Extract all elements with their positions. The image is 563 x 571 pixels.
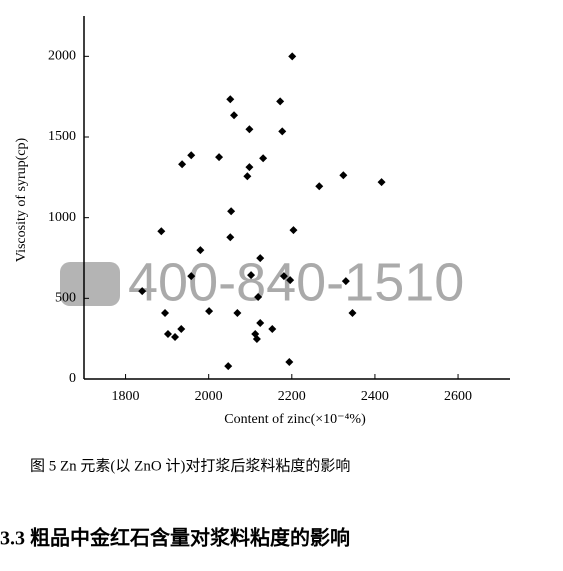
y-tick-label: 0 bbox=[69, 371, 76, 386]
point bbox=[233, 309, 242, 318]
point bbox=[288, 52, 297, 61]
point bbox=[276, 97, 285, 106]
point bbox=[226, 95, 235, 104]
point bbox=[205, 307, 214, 316]
point bbox=[256, 319, 265, 328]
point bbox=[348, 309, 357, 318]
point bbox=[187, 272, 196, 281]
y-tick-label: 1000 bbox=[48, 210, 76, 225]
x-tick-label: 2000 bbox=[195, 389, 223, 404]
point bbox=[187, 151, 196, 160]
point bbox=[278, 127, 287, 136]
point bbox=[161, 309, 170, 318]
watermark-text: 400-840-1510 bbox=[128, 252, 464, 312]
x-tick-label: 2600 bbox=[444, 389, 472, 404]
caption: 图 5 Zn 元素(以 ZnO 计)对打浆后浆料粘度的影响 bbox=[30, 456, 350, 474]
point bbox=[377, 178, 386, 187]
y-tick-label: 1500 bbox=[48, 129, 76, 144]
x-axis-label: Content of zinc(×10⁻⁴%) bbox=[224, 412, 366, 427]
point bbox=[245, 125, 254, 134]
point bbox=[196, 246, 205, 255]
point bbox=[252, 334, 261, 343]
point bbox=[215, 153, 224, 162]
point bbox=[286, 276, 295, 285]
point bbox=[224, 362, 233, 371]
point bbox=[178, 160, 187, 169]
point bbox=[339, 171, 348, 180]
point bbox=[268, 324, 277, 333]
x-tick-label: 1800 bbox=[112, 389, 140, 404]
section-heading: 3.3 粗品中金红石含量对浆料粘度的影响 bbox=[0, 526, 350, 550]
point bbox=[177, 324, 186, 333]
point bbox=[247, 271, 256, 280]
watermark: 400-840-1510 bbox=[60, 252, 464, 312]
point bbox=[157, 227, 166, 236]
x-tick-label: 2400 bbox=[361, 389, 389, 404]
point bbox=[243, 172, 252, 181]
point bbox=[279, 272, 288, 281]
point bbox=[254, 293, 263, 302]
point bbox=[289, 226, 298, 235]
y-tick-label: 2000 bbox=[48, 49, 76, 64]
point bbox=[259, 154, 268, 163]
y-tick-label: 500 bbox=[55, 291, 76, 306]
point bbox=[230, 111, 239, 120]
point bbox=[315, 182, 324, 191]
point bbox=[245, 163, 254, 172]
y-axis-label: Viscosity of syrup(cp) bbox=[14, 137, 29, 262]
point bbox=[256, 254, 265, 263]
point bbox=[226, 233, 235, 242]
x-tick-label: 2200 bbox=[278, 389, 306, 404]
point bbox=[227, 207, 236, 216]
point bbox=[341, 277, 350, 286]
point bbox=[285, 358, 294, 367]
point bbox=[171, 333, 180, 342]
point bbox=[251, 329, 260, 338]
phone-icon bbox=[60, 262, 120, 306]
point bbox=[138, 287, 147, 296]
point bbox=[163, 329, 172, 338]
